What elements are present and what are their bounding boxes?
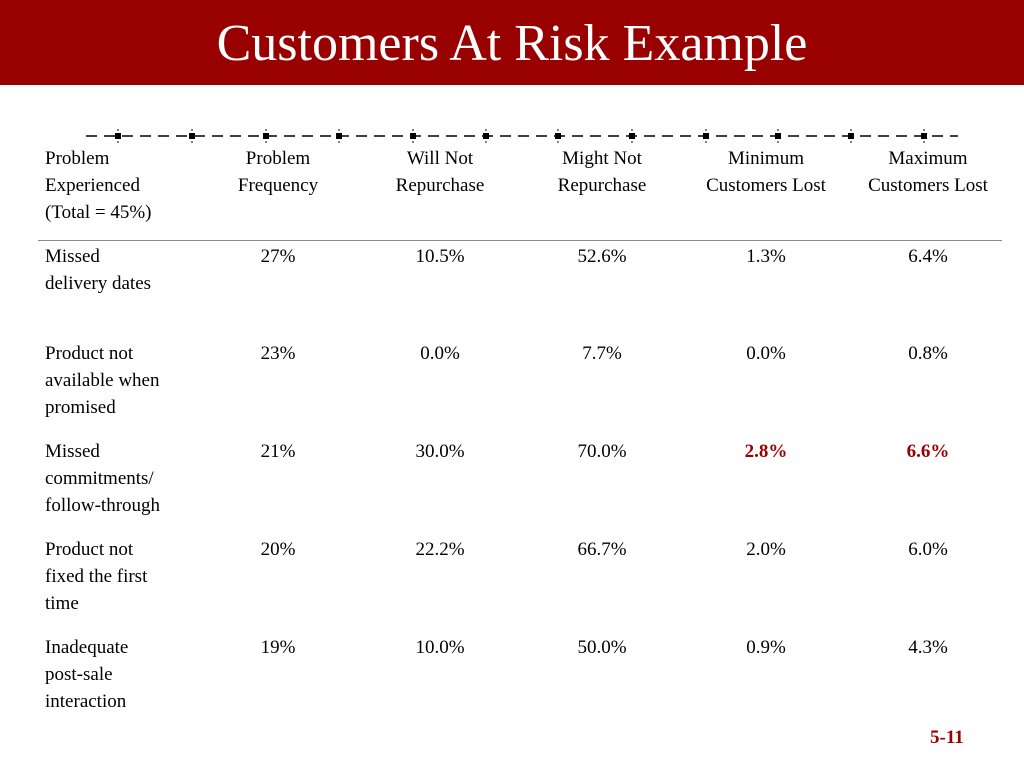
problem-line: time <box>45 593 79 614</box>
divider-marker <box>629 133 635 139</box>
problem-line: interaction <box>45 691 127 712</box>
problem-line: post-sale <box>45 664 113 685</box>
row-5-problem: Inadequate post-sale interaction <box>45 634 205 715</box>
row-1-might-not: 52.6% <box>577 246 627 267</box>
row-5-will-not: 10.0% <box>415 637 465 658</box>
row-4-problem: Product not fixed the first time <box>45 536 205 617</box>
row-2-will-not: 0.0% <box>420 343 460 364</box>
row-3-min-lost: 2.8% <box>744 441 788 462</box>
row-2-max-lost: 0.8% <box>908 343 948 364</box>
header-line: Problem <box>245 148 311 169</box>
header-line: Minimum <box>727 148 804 169</box>
header-line: Customers Lost <box>868 175 988 196</box>
divider-marker <box>263 133 269 139</box>
problem-line: commitments/ <box>45 468 154 489</box>
problem-line: fixed the first <box>45 566 148 587</box>
divider-marker <box>555 133 561 139</box>
divider-marker <box>775 133 781 139</box>
row-5-might-not: 50.0% <box>577 637 627 658</box>
row-1-max-lost: 6.4% <box>908 246 948 267</box>
decorative-dashed-divider <box>86 129 958 143</box>
header-maximum-customers-lost: Maximum Customers Lost <box>850 145 1006 199</box>
header-line: Maximum <box>888 148 968 169</box>
problem-line: promised <box>45 397 116 418</box>
row-4-min-lost: 2.0% <box>746 539 786 560</box>
row-4-max-lost: 6.0% <box>908 539 948 560</box>
divider-marker <box>410 133 416 139</box>
row-1-will-not: 10.5% <box>415 246 465 267</box>
row-4-might-not: 66.7% <box>577 539 627 560</box>
row-2-problem: Product not available when promised <box>45 340 205 421</box>
header-line: Experienced <box>45 175 140 196</box>
divider-marker <box>336 133 342 139</box>
row-3-will-not: 30.0% <box>415 441 465 462</box>
header-line: Problem <box>45 148 110 169</box>
divider-marker <box>703 133 709 139</box>
divider-marker <box>483 133 489 139</box>
header-line: Customers Lost <box>706 175 826 196</box>
row-1-min-lost: 1.3% <box>746 246 786 267</box>
row-4-will-not: 22.2% <box>415 539 465 560</box>
header-divider <box>38 240 1002 241</box>
divider-marker <box>921 133 927 139</box>
row-4-frequency: 20% <box>260 539 296 560</box>
row-1-frequency: 27% <box>260 246 296 267</box>
header-problem-frequency: Problem Frequency <box>208 145 348 199</box>
problem-line: delivery dates <box>45 273 152 294</box>
header-line: Will Not <box>406 148 474 169</box>
header-line: Repurchase <box>557 175 647 196</box>
row-2-frequency: 23% <box>260 343 296 364</box>
row-5-frequency: 19% <box>260 637 296 658</box>
title-bar <box>0 0 1024 85</box>
header-line: Might Not <box>562 148 642 169</box>
divider-marker <box>115 133 121 139</box>
divider-marker <box>189 133 195 139</box>
header-will-not-repurchase: Will Not Repurchase <box>370 145 510 199</box>
row-3-frequency: 21% <box>260 441 296 462</box>
header-line: Frequency <box>237 175 319 196</box>
header-line: Repurchase <box>395 175 485 196</box>
problem-line: Missed <box>45 441 100 462</box>
header-might-not-repurchase: Might Not Repurchase <box>532 145 672 199</box>
problem-line: Missed <box>45 246 100 267</box>
row-2-min-lost: 0.0% <box>746 343 786 364</box>
problem-line: Inadequate <box>45 637 129 658</box>
problem-line: available when <box>45 370 160 391</box>
row-3-problem: Missed commitments/ follow-through <box>45 438 205 519</box>
problem-line: follow-through <box>45 495 161 516</box>
problem-line: Product not <box>45 539 134 560</box>
row-3-might-not: 70.0% <box>577 441 627 462</box>
header-problem-experienced: Problem Experienced (Total = 45%) <box>45 145 205 226</box>
problem-line: Product not <box>45 343 134 364</box>
row-1-problem: Missed delivery dates <box>45 243 205 297</box>
divider-marker <box>848 133 854 139</box>
header-line: (Total = 45%) <box>45 202 152 223</box>
row-2-might-not: 7.7% <box>582 343 622 364</box>
slide-number: 5-11 <box>930 727 964 748</box>
row-5-min-lost: 0.9% <box>746 637 786 658</box>
row-3-max-lost: 6.6% <box>906 441 950 462</box>
slide-title: Customers At Risk Example <box>216 15 808 72</box>
header-minimum-customers-lost: Minimum Customers Lost <box>688 145 844 199</box>
row-5-max-lost: 4.3% <box>908 637 948 658</box>
